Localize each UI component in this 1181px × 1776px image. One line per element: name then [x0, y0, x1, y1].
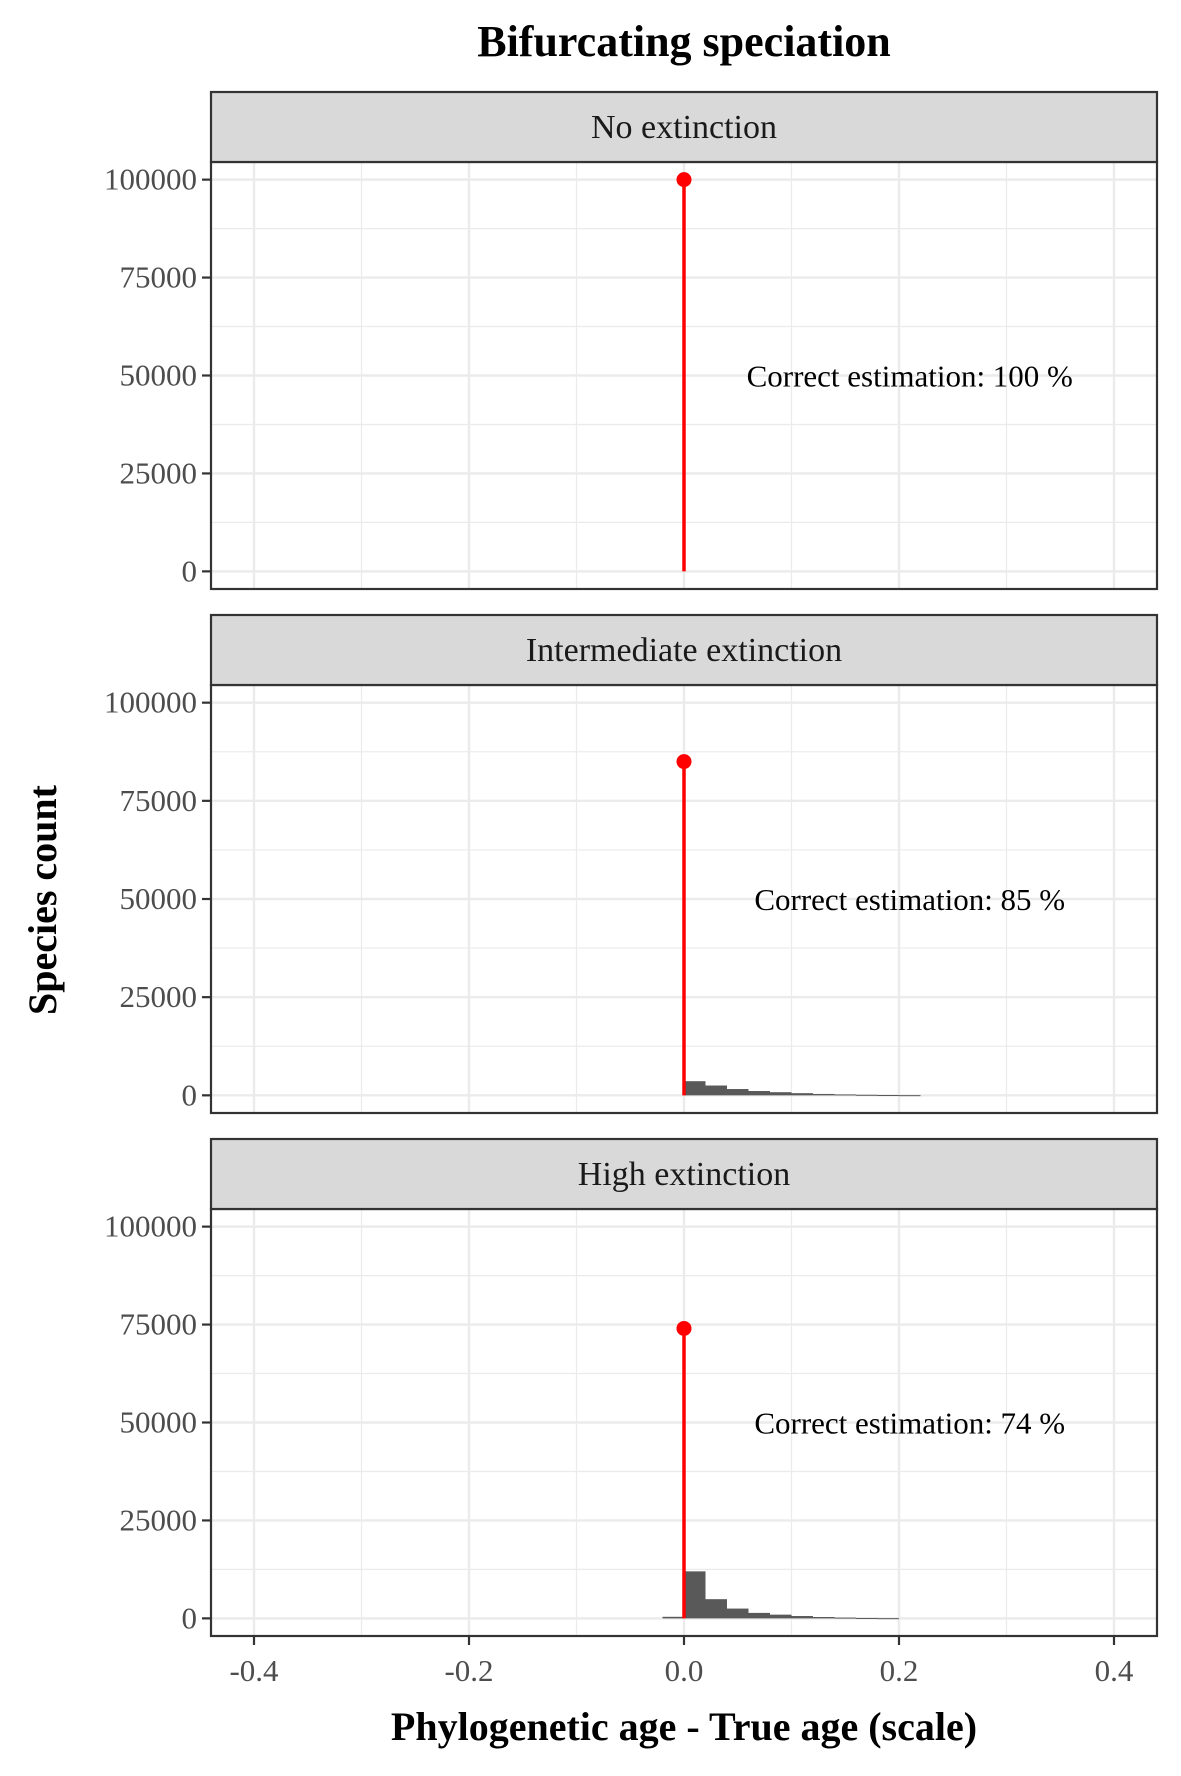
facet-strip-label: High extinction [578, 1156, 790, 1193]
facet-panel: Correct estimation: 100 % No extinction 0 2… [104, 90, 1159, 591]
x-tick-label: 0.2 [880, 1653, 919, 1688]
histogram-bar [813, 1617, 835, 1619]
y-tick-label: 100000 [104, 685, 197, 720]
histogram-bar [856, 1617, 878, 1619]
facet-panels: Correct estimation: 100 % No extinction 0 2… [104, 90, 1159, 1638]
y-tick-label: 50000 [120, 1405, 198, 1440]
y-tick-label: 50000 [120, 881, 198, 916]
correct-estimate-point [676, 754, 692, 770]
y-tick-label: 75000 [120, 783, 198, 818]
y-tick-label: 25000 [120, 979, 198, 1014]
y-tick-label: 0 [182, 553, 198, 588]
histogram-bar [899, 1095, 921, 1097]
facet-strip [209, 613, 1159, 687]
y-tick-label: 25000 [120, 455, 198, 490]
histogram-bar [662, 1616, 684, 1619]
y-tick-label: 100000 [104, 162, 197, 197]
histogram-bar [705, 1085, 727, 1096]
y-tick-label: 75000 [120, 1307, 198, 1342]
y-tick-label: 100000 [104, 1209, 197, 1244]
histogram-bar [813, 1093, 835, 1096]
correct-estimation-annotation: Correct estimation: 85 % [754, 882, 1065, 917]
correct-estimation-annotation: Correct estimation: 100 % [747, 359, 1073, 394]
facet-strip-label: Intermediate extinction [526, 632, 842, 669]
histogram-bar [791, 1093, 813, 1096]
chart-title: Bifurcating speciation [477, 17, 891, 66]
x-axis: -0.4 -0.2 0.0 0.2 0.4 [229, 1636, 1134, 1688]
correct-estimation-annotation: Correct estimation: 74 % [754, 1406, 1065, 1441]
x-tick-label: 0.4 [1095, 1653, 1134, 1688]
histogram-bar [727, 1608, 749, 1619]
y-tick-label: 25000 [120, 1502, 198, 1537]
facet-strip [209, 1137, 1159, 1211]
facet-strip [209, 90, 1159, 164]
facet-strip-label: No extinction [591, 109, 777, 146]
facet-panel: Correct estimation: 74 % High extinction 0… [104, 1137, 1159, 1638]
histogram-bar [834, 1617, 856, 1619]
facet-panel: Correct estimation: 85 % Intermediate ext… [104, 613, 1159, 1115]
y-axis-title: Species count [20, 784, 65, 1015]
correct-estimate-point [676, 1320, 692, 1336]
histogram-bar [727, 1089, 749, 1096]
histogram-bar [748, 1612, 770, 1619]
y-tick-label: 75000 [120, 260, 198, 295]
y-tick-label: 50000 [120, 358, 198, 393]
x-axis-title: Phylogenetic age - True age (scale) [391, 1704, 977, 1749]
y-tick-label: 0 [182, 1077, 198, 1112]
y-tick-label: 0 [182, 1600, 198, 1635]
histogram-bar [770, 1614, 792, 1619]
histogram-bar [684, 1081, 706, 1096]
correct-estimate-point [676, 172, 692, 188]
histogram-bar [748, 1091, 770, 1096]
histogram-bar [684, 1571, 706, 1619]
histogram-bar [877, 1095, 899, 1097]
histogram-bar [791, 1616, 813, 1619]
histogram-bar [705, 1599, 727, 1619]
histogram-bar [877, 1618, 899, 1620]
x-tick-label: -0.4 [229, 1653, 279, 1688]
x-tick-label: 0.0 [665, 1653, 704, 1688]
histogram-bar [856, 1094, 878, 1096]
histogram-bar [770, 1092, 792, 1096]
histogram-bar [834, 1094, 856, 1096]
x-tick-label: -0.2 [444, 1653, 493, 1688]
